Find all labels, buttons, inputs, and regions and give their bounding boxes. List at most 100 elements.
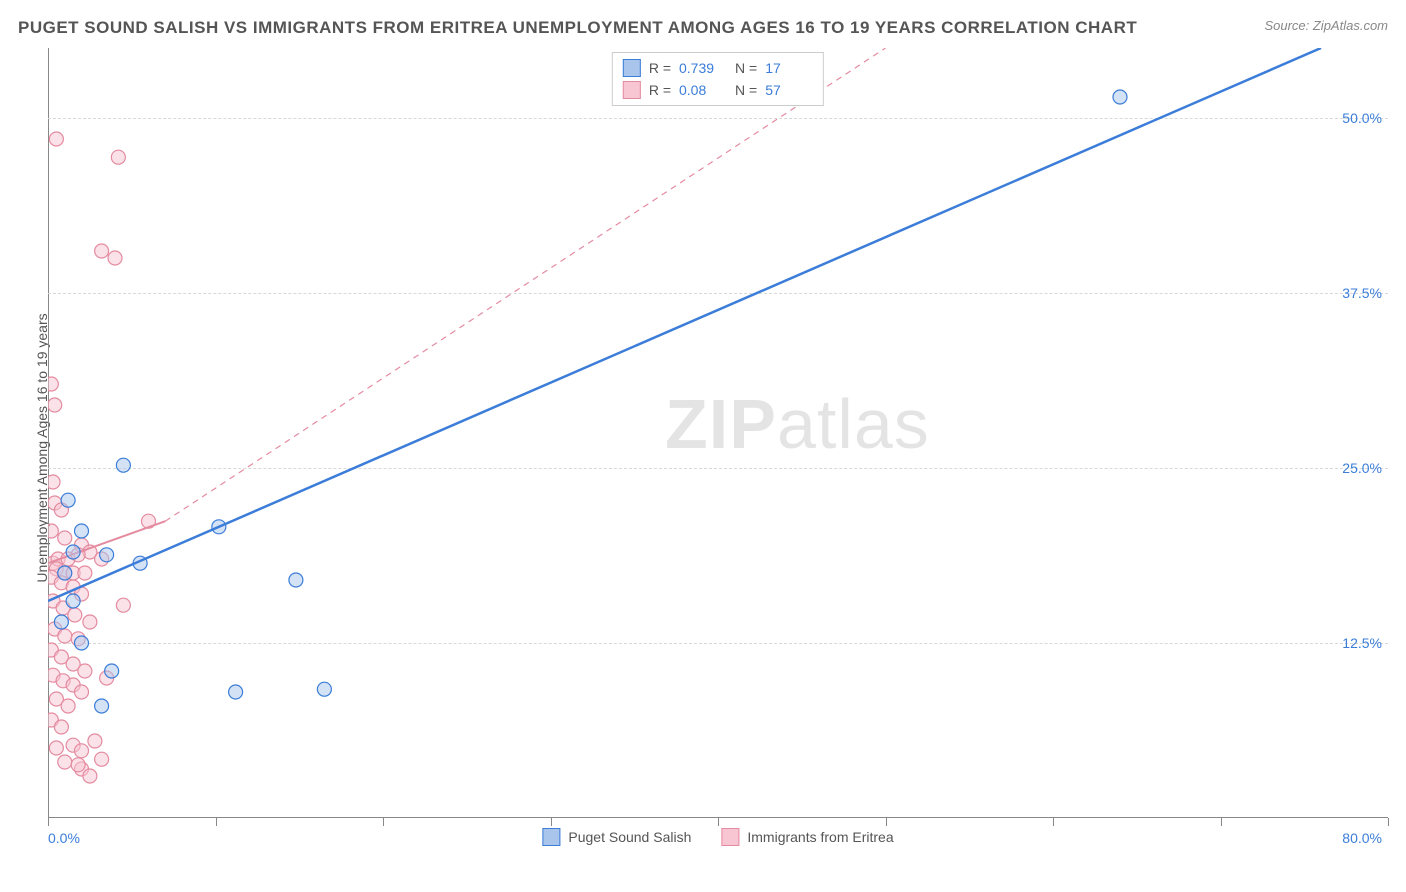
gridline-h xyxy=(48,118,1388,119)
scatter-point-eritrea xyxy=(56,601,70,615)
tick-x xyxy=(1221,818,1222,826)
swatch-pink xyxy=(623,81,641,99)
gridline-h xyxy=(48,643,1388,644)
scatter-point-eritrea xyxy=(49,562,63,576)
scatter-point-eritrea xyxy=(51,552,65,566)
scatter-point-eritrea xyxy=(48,594,60,608)
scatter-point-eritrea xyxy=(49,692,63,706)
r-value-1: 0.08 xyxy=(679,82,727,98)
r-label: R = xyxy=(649,60,671,76)
scatter-point-eritrea xyxy=(61,552,75,566)
swatch-pink xyxy=(721,828,739,846)
scatter-point-salish xyxy=(1113,90,1127,104)
legend-stats-row-0: R = 0.739 N = 17 xyxy=(623,57,813,79)
x-tick-label: 80.0% xyxy=(1342,830,1382,846)
scatter-point-salish xyxy=(58,566,72,580)
plot-area: Unemployment Among Ages 16 to 19 years 1… xyxy=(48,48,1388,848)
scatter-point-eritrea xyxy=(116,598,130,612)
y-axis-line xyxy=(48,48,49,818)
scatter-point-eritrea xyxy=(83,545,97,559)
scatter-point-salish xyxy=(100,548,114,562)
n-label: N = xyxy=(735,82,757,98)
x-tick-label: 0.0% xyxy=(48,830,80,846)
y-tick-label: 50.0% xyxy=(1342,110,1382,126)
scatter-point-salish xyxy=(95,699,109,713)
legend-stats: R = 0.739 N = 17 R = 0.08 N = 57 xyxy=(612,52,824,106)
scatter-point-eritrea xyxy=(88,734,102,748)
legend-label-1: Immigrants from Eritrea xyxy=(747,829,893,845)
scatter-point-eritrea xyxy=(48,668,60,682)
scatter-point-salish xyxy=(75,524,89,538)
scatter-point-eritrea xyxy=(58,755,72,769)
legend-label-0: Puget Sound Salish xyxy=(568,829,691,845)
scatter-point-eritrea xyxy=(71,758,85,772)
r-label: R = xyxy=(649,82,671,98)
scatter-point-salish xyxy=(289,573,303,587)
scatter-point-salish xyxy=(61,493,75,507)
tick-x xyxy=(1053,818,1054,826)
scatter-point-eritrea xyxy=(48,713,58,727)
scatter-point-eritrea xyxy=(48,496,62,510)
gridline-h xyxy=(48,293,1388,294)
n-value-1: 57 xyxy=(765,82,813,98)
scatter-point-salish xyxy=(116,458,130,472)
scatter-point-eritrea xyxy=(58,629,72,643)
scatter-point-eritrea xyxy=(75,587,89,601)
gridline-h xyxy=(48,468,1388,469)
scatter-point-eritrea xyxy=(66,580,80,594)
trend-line xyxy=(48,48,1321,601)
y-tick-label: 37.5% xyxy=(1342,285,1382,301)
scatter-point-eritrea xyxy=(58,566,72,580)
scatter-point-eritrea xyxy=(78,566,92,580)
tick-x xyxy=(383,818,384,826)
source-attribution: Source: ZipAtlas.com xyxy=(1264,18,1388,33)
legend-item-1: Immigrants from Eritrea xyxy=(721,828,893,846)
chart-title: PUGET SOUND SALISH VS IMMIGRANTS FROM ER… xyxy=(18,18,1137,38)
scatter-point-salish xyxy=(66,594,80,608)
tick-x xyxy=(551,818,552,826)
scatter-point-salish xyxy=(54,615,68,629)
scatter-point-eritrea xyxy=(61,699,75,713)
legend-stats-row-1: R = 0.08 N = 57 xyxy=(623,79,813,101)
scatter-point-eritrea xyxy=(75,685,89,699)
scatter-point-eritrea xyxy=(58,531,72,545)
scatter-point-eritrea xyxy=(100,671,114,685)
scatter-point-eritrea xyxy=(66,678,80,692)
scatter-point-salish xyxy=(212,520,226,534)
r-value-0: 0.739 xyxy=(679,60,727,76)
n-label: N = xyxy=(735,60,757,76)
y-tick-label: 12.5% xyxy=(1342,635,1382,651)
scatter-point-eritrea xyxy=(54,720,68,734)
tick-x xyxy=(718,818,719,826)
scatter-point-salish xyxy=(66,545,80,559)
tick-x xyxy=(886,818,887,826)
scatter-point-eritrea xyxy=(54,503,68,517)
watermark-rest: atlas xyxy=(777,385,930,463)
scatter-point-eritrea xyxy=(95,752,109,766)
legend-item-0: Puget Sound Salish xyxy=(542,828,691,846)
scatter-point-eritrea xyxy=(66,566,80,580)
scatter-point-eritrea xyxy=(95,244,109,258)
tick-x xyxy=(216,818,217,826)
scatter-point-eritrea xyxy=(48,622,62,636)
tick-x xyxy=(48,818,49,826)
scatter-point-eritrea xyxy=(108,251,122,265)
scatter-point-eritrea xyxy=(71,548,85,562)
scatter-point-salish xyxy=(133,556,147,570)
tick-x xyxy=(1388,818,1389,826)
scatter-point-eritrea xyxy=(83,769,97,783)
scatter-point-eritrea xyxy=(142,514,156,528)
scatter-point-eritrea xyxy=(75,744,89,758)
scatter-point-eritrea xyxy=(56,674,70,688)
scatter-point-eritrea xyxy=(95,552,109,566)
scatter-point-salish xyxy=(317,682,331,696)
scatter-point-eritrea xyxy=(54,576,68,590)
scatter-point-salish xyxy=(105,664,119,678)
scatter-point-eritrea xyxy=(66,657,80,671)
scatter-point-eritrea xyxy=(83,615,97,629)
scatter-point-eritrea xyxy=(75,762,89,776)
scatter-point-eritrea xyxy=(66,738,80,752)
scatter-point-eritrea xyxy=(68,608,82,622)
scatter-point-eritrea xyxy=(111,150,125,164)
n-value-0: 17 xyxy=(765,60,813,76)
